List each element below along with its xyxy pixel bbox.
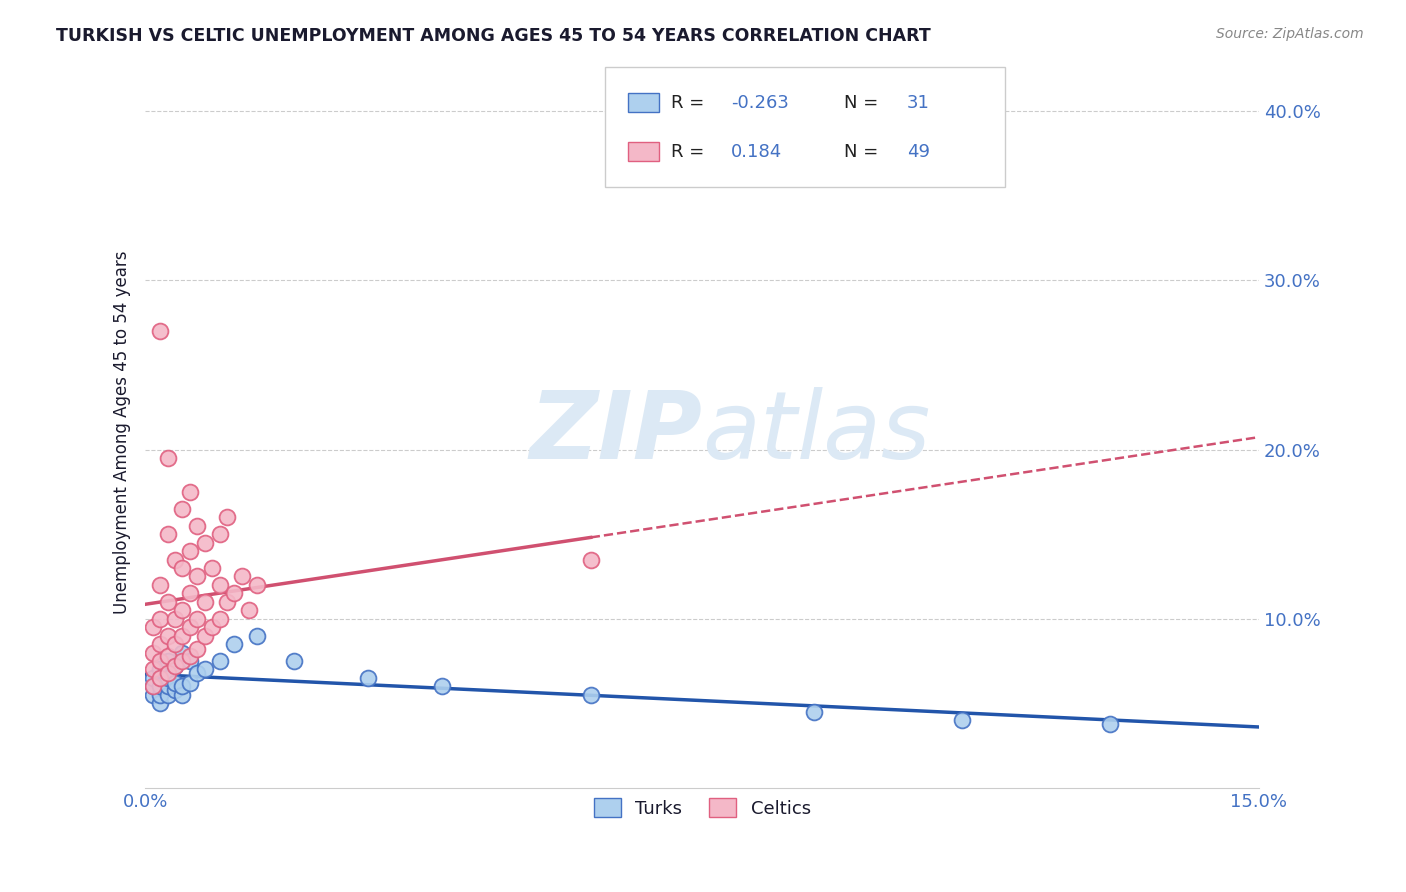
Point (357, 671, 380, 685)
Point (156, 679, 179, 693)
Text: TURKISH VS CELTIC UNEMPLOYMENT AMONG AGES 45 TO 54 YEARS CORRELATION CHART: TURKISH VS CELTIC UNEMPLOYMENT AMONG AGE… (56, 27, 931, 45)
Text: N =: N = (844, 94, 877, 112)
Point (163, 659, 186, 673)
Point (149, 612, 172, 626)
Legend: Turks, Celtics: Turks, Celtics (586, 791, 818, 825)
Point (149, 324, 172, 338)
Point (283, 654, 305, 668)
Point (194, 663, 217, 677)
Point (163, 659, 186, 673)
Point (163, 676, 186, 690)
Point (156, 665, 179, 680)
Text: R =: R = (671, 143, 704, 161)
Point (950, 713, 973, 727)
Point (246, 629, 269, 643)
Point (224, 586, 246, 600)
Point (149, 654, 172, 668)
Point (149, 663, 172, 677)
Point (179, 484, 201, 499)
Point (156, 654, 179, 668)
Point (215, 595, 238, 609)
Point (179, 648, 201, 663)
Point (208, 612, 231, 626)
Point (579, 688, 602, 702)
Point (201, 561, 224, 575)
Point (432, 679, 454, 693)
Point (172, 688, 194, 702)
Point (172, 654, 194, 668)
Point (149, 637, 172, 651)
Point (179, 586, 201, 600)
Point (201, 620, 224, 634)
Text: 31: 31 (907, 94, 929, 112)
Point (149, 679, 172, 693)
Point (142, 688, 165, 702)
Point (142, 671, 165, 685)
Point (149, 696, 172, 710)
Point (186, 518, 208, 533)
Point (156, 648, 179, 663)
Text: R =: R = (671, 94, 704, 112)
Point (208, 654, 231, 668)
Point (156, 688, 179, 702)
Point (186, 612, 208, 626)
Point (208, 578, 231, 592)
Text: N =: N = (844, 143, 877, 161)
Point (803, 705, 825, 719)
Point (579, 552, 602, 566)
Point (186, 665, 208, 680)
Point (142, 620, 165, 634)
Point (231, 569, 253, 583)
Point (149, 671, 172, 685)
Point (149, 578, 172, 592)
Point (238, 603, 260, 617)
Point (156, 450, 179, 465)
Text: 49: 49 (907, 143, 929, 161)
Point (163, 637, 186, 651)
Point (186, 569, 208, 583)
Point (179, 654, 201, 668)
Point (156, 527, 179, 541)
Point (172, 561, 194, 575)
Text: ZIP: ZIP (529, 386, 702, 479)
Point (179, 544, 201, 558)
Point (194, 535, 217, 549)
Point (208, 527, 231, 541)
Y-axis label: Unemployment Among Ages 45 to 54 years: Unemployment Among Ages 45 to 54 years (114, 251, 131, 615)
Point (215, 510, 238, 524)
Text: atlas: atlas (702, 387, 931, 478)
Point (163, 682, 186, 697)
Point (142, 646, 165, 660)
Point (172, 629, 194, 643)
Point (1099, 716, 1122, 731)
Point (163, 552, 186, 566)
Point (179, 676, 201, 690)
Point (156, 671, 179, 685)
Point (186, 642, 208, 657)
Point (156, 595, 179, 609)
Point (224, 637, 246, 651)
Point (172, 679, 194, 693)
Point (142, 663, 165, 677)
Text: Source: ZipAtlas.com: Source: ZipAtlas.com (1216, 27, 1364, 41)
Point (172, 501, 194, 516)
Point (142, 679, 165, 693)
Point (172, 603, 194, 617)
Point (163, 612, 186, 626)
Point (246, 578, 269, 592)
Point (194, 629, 217, 643)
Point (156, 629, 179, 643)
Point (149, 688, 172, 702)
Point (172, 646, 194, 660)
Text: 0.184: 0.184 (731, 143, 782, 161)
Point (194, 595, 217, 609)
Point (142, 679, 165, 693)
Text: -0.263: -0.263 (731, 94, 789, 112)
Point (179, 620, 201, 634)
